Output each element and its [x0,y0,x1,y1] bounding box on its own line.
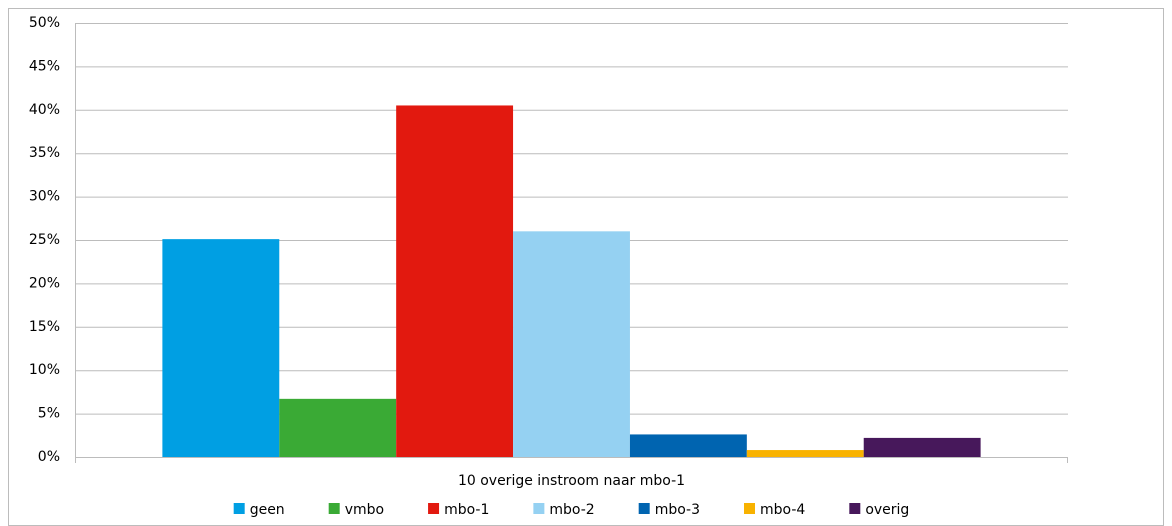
legend-label: mbo-4 [760,502,805,518]
legend-swatch [533,503,545,514]
legend-label: mbo-3 [655,502,700,518]
y-tick-label: 30% [29,189,60,205]
y-tick-label: 15% [29,319,60,335]
legend-label: mbo-1 [444,502,489,518]
y-tick-label: 35% [29,145,60,161]
y-tick-label: 50% [29,15,60,31]
y-tick-label: 40% [29,102,60,118]
x-tick-label: 10 overige instroom naar mbo-1 [458,473,685,489]
legend-label: mbo-2 [549,502,594,518]
y-tick-label: 0% [38,449,60,465]
legend-label: vmbo [345,502,384,518]
bar [279,398,397,457]
y-tick-label: 25% [29,232,60,248]
y-tick-label: 10% [29,362,60,378]
legend-swatch [328,503,340,514]
bar [746,450,864,457]
legend-label: overig [865,502,909,518]
bar [629,434,747,457]
bar [863,437,981,457]
bar [162,239,280,457]
y-tick-label: 20% [29,275,60,291]
legend-swatch [428,503,440,514]
legend-label: geen [250,502,285,518]
legend-swatch [849,503,861,514]
bar [396,105,514,458]
bar [513,231,630,457]
legend-swatch [638,503,650,514]
legend-swatch [233,503,245,514]
y-tick-label: 5% [38,406,60,422]
legend-swatch [744,503,755,514]
y-tick-label: 45% [29,58,60,74]
